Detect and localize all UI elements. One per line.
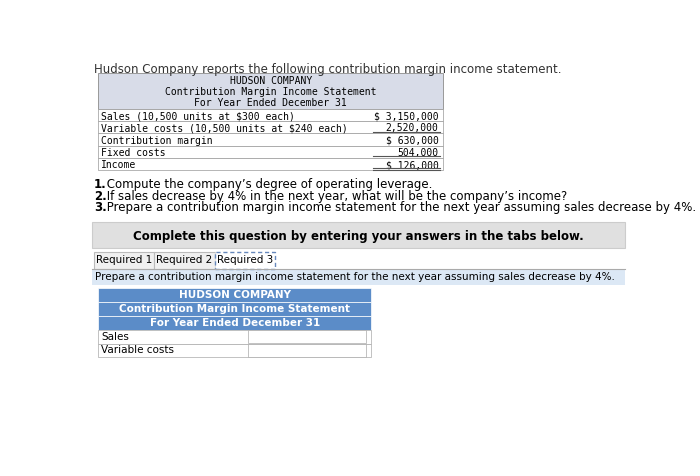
Text: Hudson Company reports the following contribution margin income statement.: Hudson Company reports the following con… [94,63,561,76]
Text: Prepare a contribution margin income statement for the next year assuming sales : Prepare a contribution margin income sta… [95,272,615,282]
Bar [98,73,443,109]
Bar [98,330,371,344]
Bar [98,344,371,357]
Bar [98,158,443,170]
Text: Variable costs: Variable costs [102,346,174,356]
Text: 2.: 2. [94,189,106,203]
Text: Complete this question by entering your answers in the tabs below.: Complete this question by entering your … [134,230,584,243]
Bar [154,252,215,269]
Bar [98,316,371,330]
Text: For Year Ended December 31: For Year Ended December 31 [150,318,320,328]
Text: Contribution Margin Income Statement: Contribution Margin Income Statement [119,304,350,314]
Text: Sales: Sales [102,332,130,342]
Text: Income: Income [102,160,136,170]
Bar [98,302,371,316]
Text: Required 3: Required 3 [217,256,273,266]
Text: $ 126,000: $ 126,000 [386,160,439,170]
Text: Prepare a contribution margin income statement for the next year assuming sales : Prepare a contribution margin income sta… [103,201,696,214]
Text: $ 3,150,000: $ 3,150,000 [374,111,439,121]
Text: Required 1: Required 1 [96,256,152,266]
Bar [98,133,443,146]
Bar [215,252,275,269]
Text: For Year Ended December 31: For Year Ended December 31 [195,98,347,108]
Text: 504,000: 504,000 [398,148,439,158]
Bar [94,252,154,269]
Bar [98,288,371,302]
Bar [92,269,625,285]
Text: Compute the company’s degree of operating leverage.: Compute the company’s degree of operatin… [103,178,433,191]
Bar [98,121,443,133]
Text: Fixed costs: Fixed costs [102,148,166,158]
Text: 1.: 1. [94,178,106,191]
Text: HUDSON COMPANY: HUDSON COMPANY [178,290,290,300]
Bar [248,344,365,357]
Bar [248,330,365,343]
Text: Sales (10,500 units at $300 each): Sales (10,500 units at $300 each) [102,111,295,121]
Text: $ 630,000: $ 630,000 [386,136,439,146]
Text: HUDSON COMPANY: HUDSON COMPANY [230,76,312,86]
Bar [98,146,443,158]
Text: 3.: 3. [94,201,106,214]
Text: Contribution Margin Income Statement: Contribution Margin Income Statement [165,87,377,97]
Bar [98,109,443,121]
Text: If sales decrease by 4% in the next year, what will be the company’s income?: If sales decrease by 4% in the next year… [103,189,567,203]
Text: Required 2: Required 2 [156,256,213,266]
Text: 2,520,000: 2,520,000 [386,123,439,133]
Bar [92,222,625,248]
Text: Contribution margin: Contribution margin [102,136,213,146]
Text: Variable costs (10,500 units at $240 each): Variable costs (10,500 units at $240 eac… [102,123,348,133]
